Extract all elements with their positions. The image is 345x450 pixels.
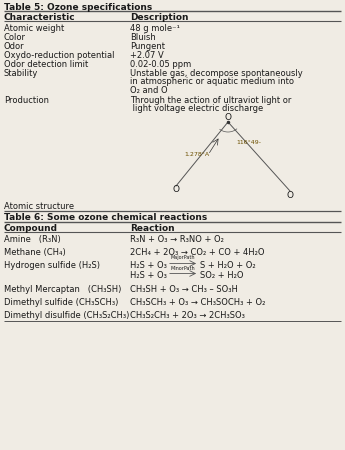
- Text: CH₃SCH₃ + O₃ → CH₃SOCH₃ + O₂: CH₃SCH₃ + O₃ → CH₃SOCH₃ + O₂: [130, 298, 265, 307]
- Text: in atmospheric or aquatic medium into: in atmospheric or aquatic medium into: [130, 77, 294, 86]
- Text: +2.07 V: +2.07 V: [130, 51, 164, 60]
- Text: Table 5: Ozone specifications: Table 5: Ozone specifications: [4, 3, 152, 12]
- Text: 116°49-: 116°49-: [236, 140, 261, 145]
- Text: Table 6: Some ozone chemical reactions: Table 6: Some ozone chemical reactions: [4, 213, 207, 222]
- Text: S + H₂O + O₂: S + H₂O + O₂: [200, 261, 256, 270]
- Text: R₃N + O₃ → R₃NO + O₂: R₃N + O₃ → R₃NO + O₂: [130, 235, 224, 244]
- Text: Bluish: Bluish: [130, 33, 156, 42]
- Text: 48 g mole⁻¹: 48 g mole⁻¹: [130, 24, 180, 33]
- Text: Odor detection limit: Odor detection limit: [4, 60, 88, 69]
- Text: Methane (CH₄): Methane (CH₄): [4, 248, 66, 257]
- Text: Unstable gas, decompose spontaneously: Unstable gas, decompose spontaneously: [130, 69, 303, 78]
- Text: O₂ and O: O₂ and O: [130, 86, 168, 95]
- Text: MinorPath: MinorPath: [171, 266, 195, 270]
- Text: H₂S + O₃: H₂S + O₃: [130, 271, 169, 280]
- Text: O: O: [286, 190, 294, 199]
- Text: Oxydo-reduction potential: Oxydo-reduction potential: [4, 51, 115, 60]
- Text: Dimethyl disulfide (CH₃S₂CH₃): Dimethyl disulfide (CH₃S₂CH₃): [4, 311, 129, 320]
- Text: Reaction: Reaction: [130, 224, 175, 233]
- Text: SO₂ + H₂O: SO₂ + H₂O: [200, 271, 244, 280]
- Text: Pungent: Pungent: [130, 42, 165, 51]
- Text: Description: Description: [130, 13, 188, 22]
- Text: Compound: Compound: [4, 224, 58, 233]
- Text: Amine   (R₃N): Amine (R₃N): [4, 235, 61, 244]
- Text: light voltage electric discharge: light voltage electric discharge: [130, 104, 263, 113]
- Text: 0.02-0.05 ppm: 0.02-0.05 ppm: [130, 60, 191, 69]
- Text: MajorPath: MajorPath: [171, 256, 195, 261]
- Text: Methyl Mercaptan   (CH₃SH): Methyl Mercaptan (CH₃SH): [4, 285, 121, 294]
- Text: Odor: Odor: [4, 42, 24, 51]
- Text: Hydrogen sulfide (H₂S): Hydrogen sulfide (H₂S): [4, 261, 100, 270]
- Text: Color: Color: [4, 33, 26, 42]
- Text: Atomic structure: Atomic structure: [4, 202, 74, 211]
- Text: CH₃SH + O₃ → CH₃ – SO₃H: CH₃SH + O₃ → CH₃ – SO₃H: [130, 285, 238, 294]
- Text: CH₃S₂CH₃ + 2O₃ → 2CH₃SO₃: CH₃S₂CH₃ + 2O₃ → 2CH₃SO₃: [130, 311, 245, 320]
- Text: O: O: [172, 185, 179, 194]
- Text: Characteristic: Characteristic: [4, 13, 76, 22]
- Text: O: O: [225, 113, 231, 122]
- Text: H₂S + O₃: H₂S + O₃: [130, 261, 169, 270]
- Text: Stability: Stability: [4, 69, 38, 78]
- Text: Atomic weight: Atomic weight: [4, 24, 64, 33]
- Text: Through the action of ultraviot light or: Through the action of ultraviot light or: [130, 96, 292, 105]
- Text: 2CH₄ + 2O₃ → CO₂ + CO + 4H₂O: 2CH₄ + 2O₃ → CO₂ + CO + 4H₂O: [130, 248, 265, 257]
- Text: Dimethyl sulfide (CH₃SCH₃): Dimethyl sulfide (CH₃SCH₃): [4, 298, 118, 307]
- Text: 1.278°A: 1.278°A: [184, 152, 209, 157]
- Text: Production: Production: [4, 96, 49, 105]
